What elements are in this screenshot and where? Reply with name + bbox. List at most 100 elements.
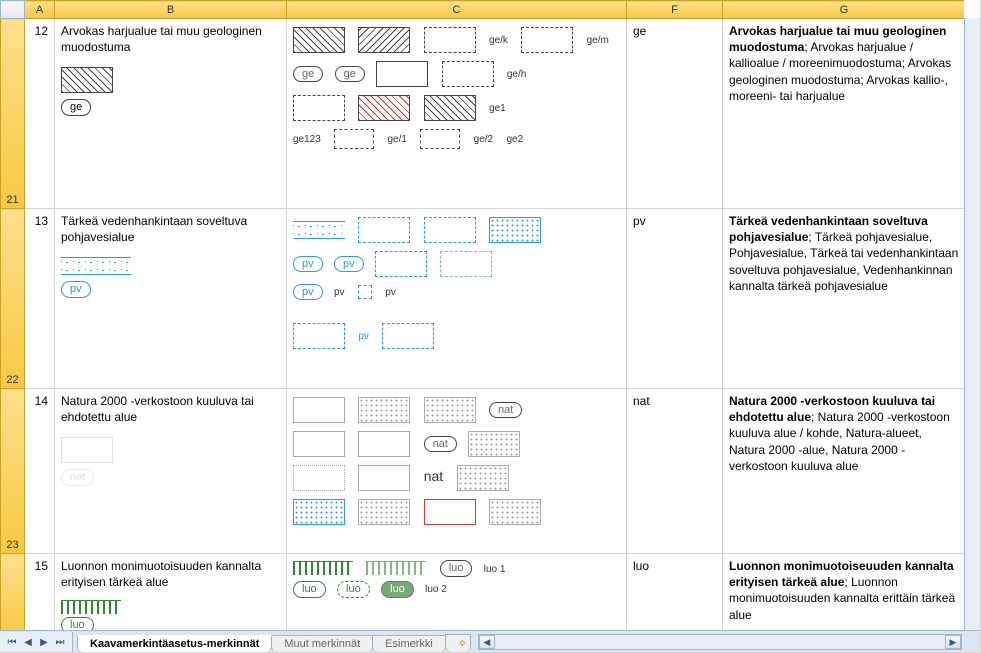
cell-G[interactable]: Natura 2000 -verkostoon kuuluva tai ehdo… — [723, 389, 965, 554]
new-sheet-button[interactable]: ✧ — [445, 634, 471, 652]
row-number: 13 — [35, 214, 48, 228]
symbol-label: ge — [61, 99, 91, 116]
symbol-text: luo 1 — [484, 564, 506, 575]
cell-F[interactable]: ge — [627, 19, 723, 209]
symbol-label: luo — [337, 581, 370, 598]
symbol-label: nat — [489, 402, 522, 419]
cell-B[interactable]: Tärkeä vedenhankintaan soveltuva pohjave… — [55, 209, 287, 389]
symbol-swatch — [61, 600, 121, 614]
col-header-G[interactable]: G — [723, 1, 965, 19]
b-symbol: ge — [61, 63, 280, 118]
sheet-tab-bar: ⏮ ◀ ▶ ⏭ Kaavamerkintäasetus-merkinnät Mu… — [0, 630, 980, 652]
horizontal-scrollbar[interactable]: ◀ ▶ — [478, 634, 962, 650]
scroll-right-button[interactable]: ▶ — [945, 635, 961, 649]
symbol-swatch — [521, 27, 573, 53]
row-number: 15 — [35, 559, 48, 573]
symbol-label: pv — [61, 281, 91, 298]
col-header-B[interactable]: B — [55, 1, 287, 19]
symbol-swatch — [489, 499, 541, 525]
symbol-swatch — [293, 561, 353, 575]
symbol-text: ge/h — [507, 69, 526, 80]
scroll-left-button[interactable]: ◀ — [479, 635, 495, 649]
tab-nav-last[interactable]: ⏭ — [52, 634, 68, 650]
row-number: 14 — [35, 394, 48, 408]
sheet-tabs: Kaavamerkintäasetus-merkinnät Muut merki… — [77, 634, 470, 652]
symbol-label: pv — [334, 256, 364, 273]
table-row: 22 13 Tärkeä vedenhankintaan soveltuva p… — [1, 209, 965, 389]
symbol-swatch — [293, 397, 345, 423]
row-title: Luonnon monimuotoisuuden kannalta erityi… — [61, 558, 280, 590]
symbol-text: ge/k — [489, 35, 508, 46]
cell-C[interactable]: ge/k ge/m ge ge ge/h ge1 ge123 — [287, 19, 627, 209]
b-symbol: pv — [61, 253, 280, 300]
row-header[interactable] — [1, 554, 25, 631]
row-number: 12 — [35, 24, 48, 38]
cell-A[interactable]: 14 — [25, 389, 55, 554]
worksheet-grid: A B C F G 21 12 Arvokas harjualue tai mu… — [0, 0, 964, 630]
symbol-text: luo 2 — [425, 584, 447, 595]
symbol-swatch — [358, 465, 410, 491]
symbol-text: pv — [385, 287, 396, 298]
select-all-corner[interactable] — [1, 1, 25, 19]
code: ge — [633, 24, 646, 38]
symbol-swatch — [424, 95, 476, 121]
symbol-label: ge — [335, 66, 365, 83]
symbol-swatch — [382, 323, 434, 349]
cell-G[interactable]: Tärkeä vedenhankintaan soveltuva pohjave… — [723, 209, 965, 389]
symbol-text: ge1 — [489, 103, 506, 114]
sheet-tab[interactable]: Esimerkki — [372, 635, 446, 652]
vertical-scrollbar[interactable] — [964, 18, 980, 630]
cell-F[interactable]: luo — [627, 554, 723, 631]
row-title: Arvokas harjualue tai muu geologinen muo… — [61, 23, 280, 55]
symbol-swatch — [424, 397, 476, 423]
symbol-label: nat — [61, 469, 94, 486]
cell-B[interactable]: Natura 2000 -verkostoon kuuluva tai ehdo… — [55, 389, 287, 554]
cell-C[interactable]: luo luo 1 luo luo luo luo 2 — [287, 554, 627, 631]
cell-C[interactable]: nat nat nat — [287, 389, 627, 554]
b-symbol: luo — [61, 598, 280, 630]
cell-B[interactable]: Luonnon monimuotoisuuden kannalta erityi… — [55, 554, 287, 631]
b-symbol: nat — [61, 433, 280, 488]
symbol-text: ge2 — [506, 134, 523, 145]
cell-C[interactable]: pv pv pv pv pv pv — [287, 209, 627, 389]
tab-nav-prev[interactable]: ◀ — [20, 634, 36, 650]
symbol-swatch — [375, 251, 427, 277]
symbol-swatch — [468, 431, 520, 457]
code: nat — [633, 394, 650, 408]
symbol-swatch — [420, 129, 460, 149]
cell-A[interactable]: 12 — [25, 19, 55, 209]
cell-A[interactable]: 13 — [25, 209, 55, 389]
code: pv — [633, 214, 646, 228]
symbol-swatch — [424, 27, 476, 53]
tab-nav-buttons: ⏮ ◀ ▶ ⏭ — [0, 632, 73, 652]
symbol-swatch — [61, 437, 113, 463]
row-header[interactable]: 23 — [1, 389, 25, 554]
cell-F[interactable]: pv — [627, 209, 723, 389]
grid-viewport: A B C F G 21 12 Arvokas harjualue tai mu… — [0, 0, 964, 630]
symbol-swatch — [293, 221, 345, 239]
symbol-swatch — [61, 67, 113, 93]
symbol-swatch — [424, 499, 476, 525]
table-row: 15 Luonnon monimuotoisuuden kannalta eri… — [1, 554, 965, 631]
col-header-C[interactable]: C — [287, 1, 627, 19]
cell-F[interactable]: nat — [627, 389, 723, 554]
row-title: Tärkeä vedenhankintaan soveltuva pohjave… — [61, 213, 280, 245]
symbol-swatch — [358, 285, 372, 299]
sheet-tab[interactable]: Muut merkinnät — [271, 635, 373, 652]
tab-nav-next[interactable]: ▶ — [36, 634, 52, 650]
sheet-tab[interactable]: Kaavamerkintäasetus-merkinnät — [77, 635, 272, 652]
symbol-swatch — [334, 129, 374, 149]
symbol-label: luo — [293, 581, 326, 598]
row-header[interactable]: 21 — [1, 19, 25, 209]
symbol-label: luo — [440, 560, 473, 577]
cell-G[interactable]: Luonnon monimuotoiseuuden kannalta erity… — [723, 554, 965, 631]
row-header[interactable]: 22 — [1, 209, 25, 389]
tab-nav-first[interactable]: ⏮ — [4, 634, 20, 650]
cell-G[interactable]: Arvokas harjualue tai muu geologinen muo… — [723, 19, 965, 209]
col-header-F[interactable]: F — [627, 1, 723, 19]
col-header-A[interactable]: A — [25, 1, 55, 19]
symbol-label: pv — [293, 256, 323, 273]
desc-bold: Luonnon monimuotoiseuuden kannalta erity… — [729, 559, 954, 589]
cell-B[interactable]: Arvokas harjualue tai muu geologinen muo… — [55, 19, 287, 209]
cell-A[interactable]: 15 — [25, 554, 55, 631]
